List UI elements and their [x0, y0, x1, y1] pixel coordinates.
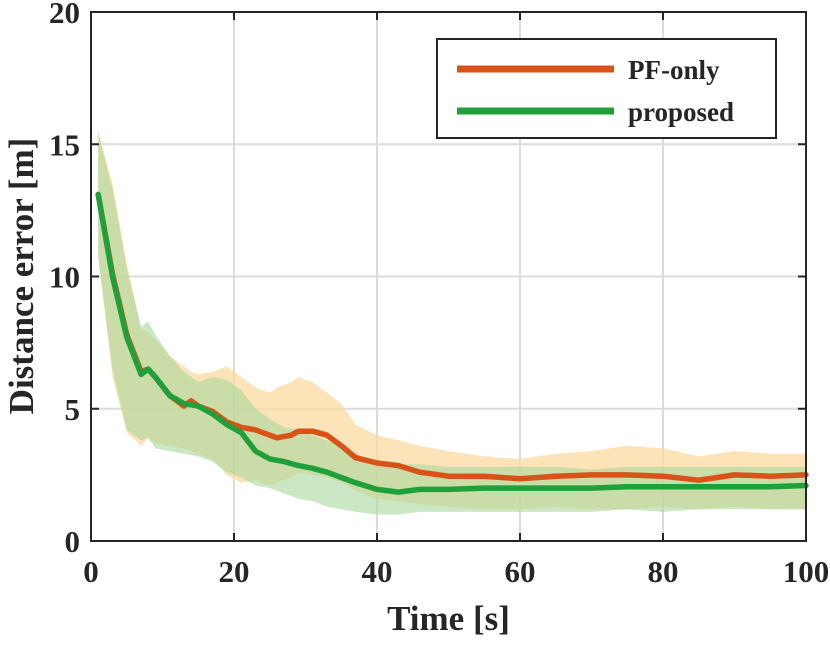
legend-box: [436, 38, 777, 139]
y-axis-tick-labels: 0 5 10 15 20: [49, 0, 80, 559]
y-tick-label: 10: [49, 260, 80, 295]
band-pf-only: [98, 131, 806, 510]
y-tick-label: 0: [65, 524, 81, 559]
legend-label-pf-only: PF-only: [628, 55, 720, 85]
series-lines: [95, 191, 809, 495]
legend: PF-only proposed: [436, 38, 777, 139]
x-axis-tick-labels: 0 20 40 60 80 100: [83, 554, 829, 589]
x-tick-label: 0: [83, 554, 99, 589]
y-tick-label: 15: [49, 127, 80, 162]
x-tick-label: 60: [505, 554, 536, 589]
x-tick-label: 100: [783, 554, 830, 589]
x-axis-title: Time [s]: [387, 599, 510, 638]
y-tick-label: 20: [49, 0, 80, 30]
legend-label-proposed: proposed: [628, 97, 734, 127]
y-axis-title: Distance error [m]: [2, 138, 41, 415]
y-tick-label: 5: [65, 392, 81, 427]
x-tick-label: 80: [648, 554, 679, 589]
series-line-proposed: [95, 191, 809, 495]
axis-ticks: [90, 11, 807, 542]
x-tick-label: 20: [219, 554, 250, 589]
x-tick-label: 40: [362, 554, 393, 589]
